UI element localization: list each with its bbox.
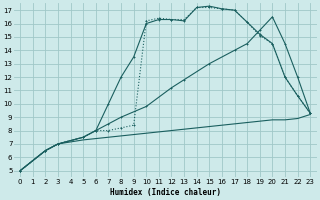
X-axis label: Humidex (Indice chaleur): Humidex (Indice chaleur) (110, 188, 221, 197)
